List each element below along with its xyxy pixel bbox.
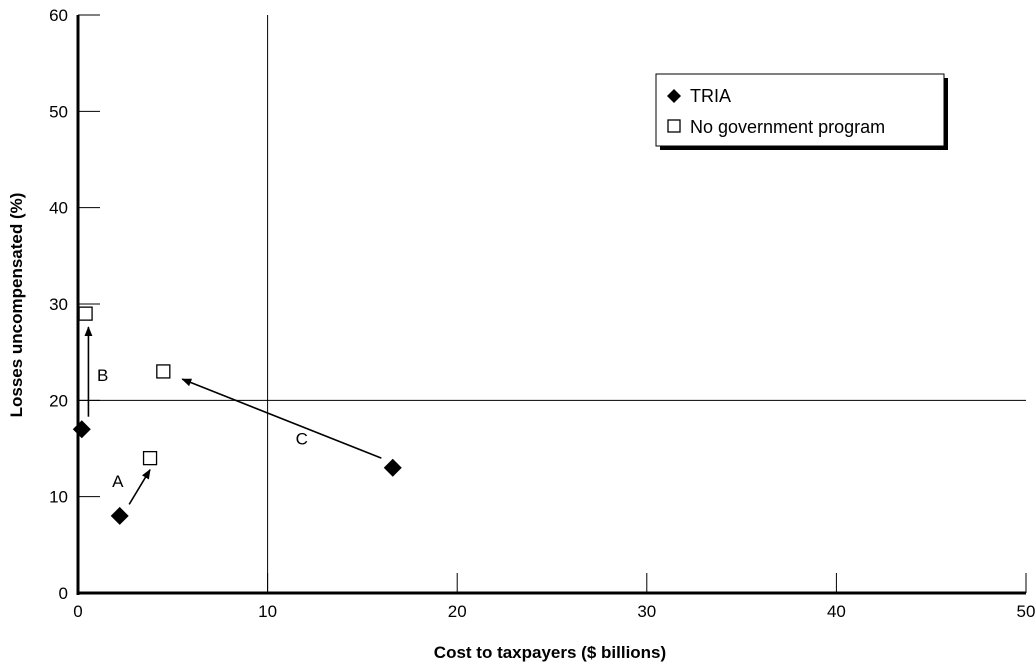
x-tick-label: 30	[637, 602, 656, 621]
y-tick-label: 60	[49, 6, 68, 25]
legend-box	[655, 73, 945, 147]
tria-point-b	[72, 420, 91, 439]
legend-diamond-icon	[667, 89, 681, 103]
x-tick-label: 10	[258, 602, 277, 621]
legend-label-no-government-program: No government program	[690, 117, 885, 137]
no-program-point-a	[142, 450, 158, 466]
legend-square-icon	[667, 119, 681, 133]
x-tick-label: 50	[1017, 602, 1036, 621]
y-tick-label: 40	[49, 199, 68, 218]
legend-label-tria: TRIA	[690, 86, 731, 106]
y-tick-label: 50	[49, 102, 68, 121]
legend: TRIA No government program	[655, 73, 948, 150]
no-program-point-b	[78, 306, 93, 321]
x-tick-label: 20	[448, 602, 467, 621]
y-tick-label: 0	[59, 584, 68, 603]
x-axis-title: Cost to taxpayers ($ billions)	[434, 643, 666, 662]
annotation-b: B	[97, 366, 108, 385]
y-tick-label: 30	[49, 295, 68, 314]
y-tick-label: 20	[49, 391, 68, 410]
x-tick-label: 40	[827, 602, 846, 621]
y-axis-title: Losses uncompensated (%)	[7, 193, 26, 418]
x-tick-label: 0	[73, 602, 82, 621]
arrow	[128, 468, 151, 505]
annotation-a: A	[112, 472, 124, 491]
arrow	[181, 378, 382, 459]
tria-point-c	[383, 458, 402, 477]
plot-area: 0 10 20 30 40 50 60 0 10 20 30 40 50 A B C	[49, 6, 1035, 621]
y-tick-label: 10	[49, 488, 68, 507]
tria-point-a	[110, 506, 129, 525]
no-program-point-c	[156, 364, 171, 379]
annotation-c: C	[296, 430, 308, 449]
